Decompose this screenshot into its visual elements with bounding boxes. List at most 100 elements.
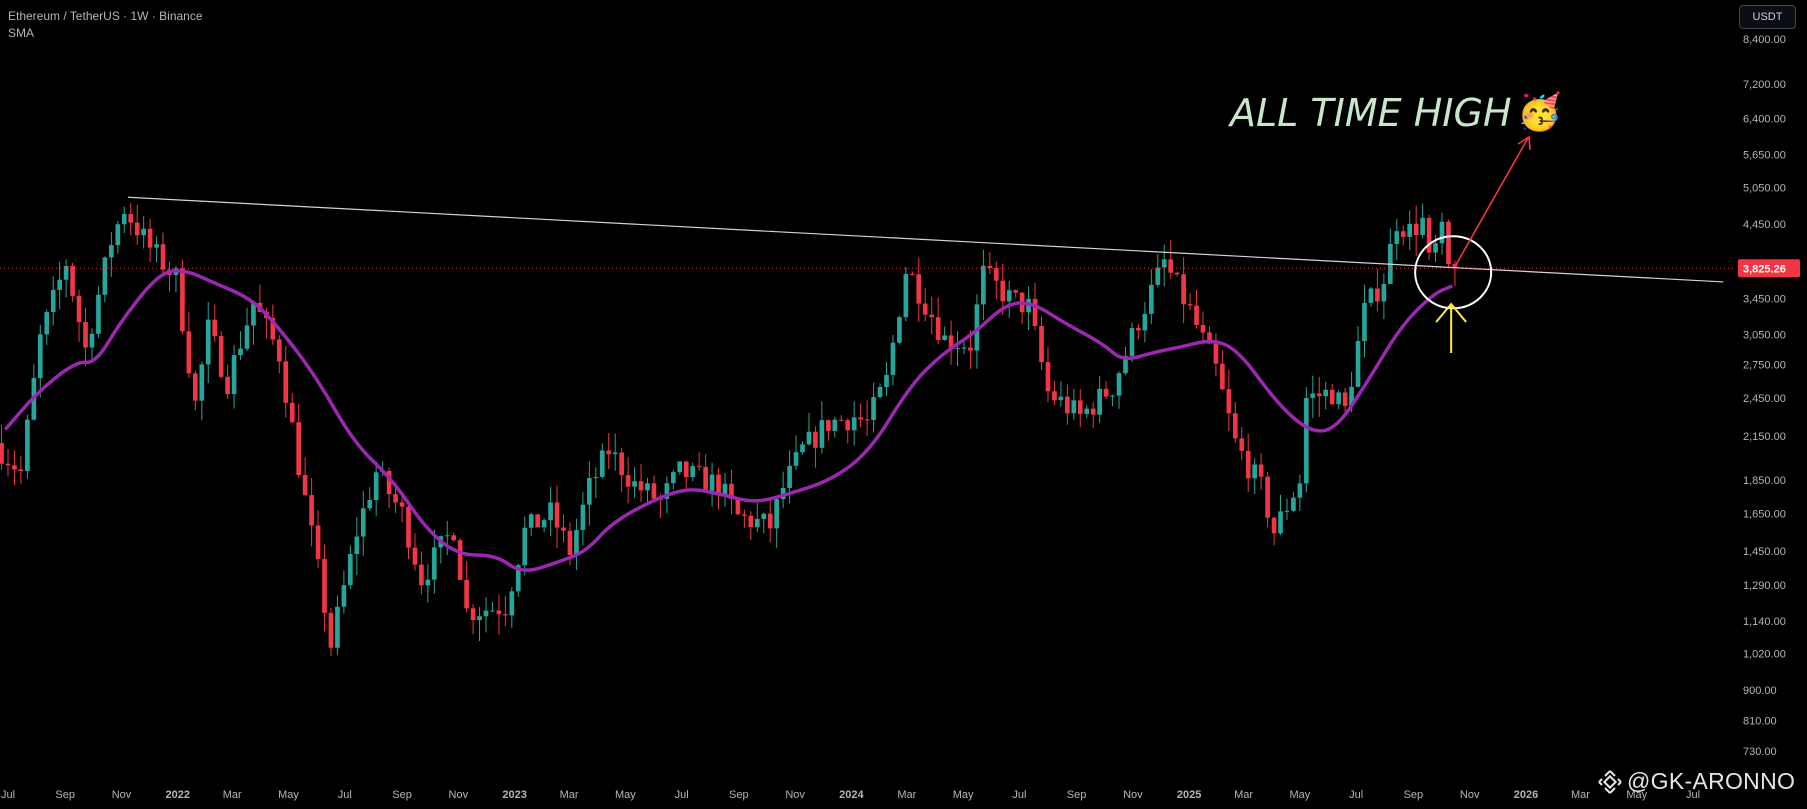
currency-button[interactable]: USDT [1739,5,1796,29]
candle-body [1426,217,1432,253]
symbol-title[interactable]: Ethereum / TetherUS · 1W · Binance [8,9,203,23]
candle [315,510,321,568]
candle [897,315,902,345]
candle-body [225,376,230,395]
candle [819,401,825,454]
candle-body [774,499,780,529]
candle [322,544,327,632]
candle [935,297,941,345]
candle-body [580,504,586,531]
candle-body [683,461,689,478]
candle-body [1142,313,1148,331]
candle [328,608,334,657]
candle-body [1362,302,1367,342]
candle [141,216,146,249]
candle-body [1013,290,1019,293]
candle-body [1220,363,1225,390]
candle-body [515,565,521,592]
candle-body [858,417,863,420]
candle [696,452,702,471]
x-tick-label: May [1626,789,1647,801]
candle [677,461,683,475]
candle [160,232,166,277]
chart-legend: Ethereum / TetherUS · 1W · Binance SMA [8,8,203,42]
y-tick-label: 3,450.00 [1743,293,1786,305]
candle [496,594,502,635]
candle-body [496,610,502,615]
candle-body [1065,396,1070,414]
candle-body [922,303,928,315]
candle [813,426,818,468]
candle [793,435,799,470]
candle [367,487,373,512]
red-arrow-head [1517,135,1531,151]
candle [632,467,637,498]
candle-body [587,478,592,505]
binance-logo-icon [1598,769,1622,794]
x-tick-label: Mar [1571,789,1590,801]
sma-line [3,269,1453,572]
x-tick-label: Jul [1,789,15,801]
x-tick-label: Sep [1067,789,1087,801]
y-tick-label: 1,290.00 [1743,580,1786,592]
candle [1426,214,1432,260]
candle-body [1103,388,1109,397]
indicator-sma-label[interactable]: SMA [8,26,35,40]
candle-body [955,348,960,350]
x-tick-label: Sep [729,789,749,801]
candle [225,364,230,399]
candle [1245,433,1251,492]
candle-body [360,508,366,537]
candle-body [864,419,870,421]
time-axis[interactable]: Jul Sep Nov 2022 Mar May Jul Sep Nov 2023 Mar May Ju… [1,789,1700,801]
x-tick-label: Mar [1234,789,1253,801]
candle-body [1097,388,1102,415]
candle-body [18,469,24,472]
x-tick-label: Nov [112,789,132,801]
candle-body [309,495,314,526]
price-axis[interactable]: 8,400.00 7,200.00 6,400.00 5,650.00 5,050.00… [1743,34,1786,758]
candle [44,309,50,345]
candle-body [929,314,935,318]
candle-body [735,498,741,515]
candle [522,516,528,576]
candle-body [509,591,515,616]
candle-body [968,347,973,351]
candle-body [742,514,747,516]
y-tick-label: 1,140.00 [1743,616,1786,628]
candle [1065,384,1070,425]
red-arrow-shaft [1454,137,1529,267]
candle [884,362,889,396]
candle-body [1304,398,1309,484]
candle [903,267,909,322]
candle-body [793,452,799,466]
candle [212,304,218,342]
candle-body [800,444,805,453]
candle [276,335,282,374]
candle [134,204,140,245]
candle-body [935,317,941,340]
candle [1116,371,1122,409]
candle [561,514,566,543]
candle-body [651,483,657,499]
candle-body [96,294,101,334]
candle [296,404,302,478]
candle [470,604,476,635]
candle [115,220,121,254]
candle-body [25,419,30,472]
candle [554,485,560,548]
candle-body [160,244,166,270]
candle [50,276,56,326]
candle-body [1200,325,1206,333]
candle-body [703,466,708,491]
candle-body [1368,288,1374,303]
candle [354,517,360,576]
candle [205,301,211,384]
candle-body [1323,389,1329,397]
candle-body [109,245,114,258]
candle-body [251,302,256,326]
candle [1168,240,1174,279]
candle-body [134,222,140,236]
candle-body [1174,272,1180,275]
